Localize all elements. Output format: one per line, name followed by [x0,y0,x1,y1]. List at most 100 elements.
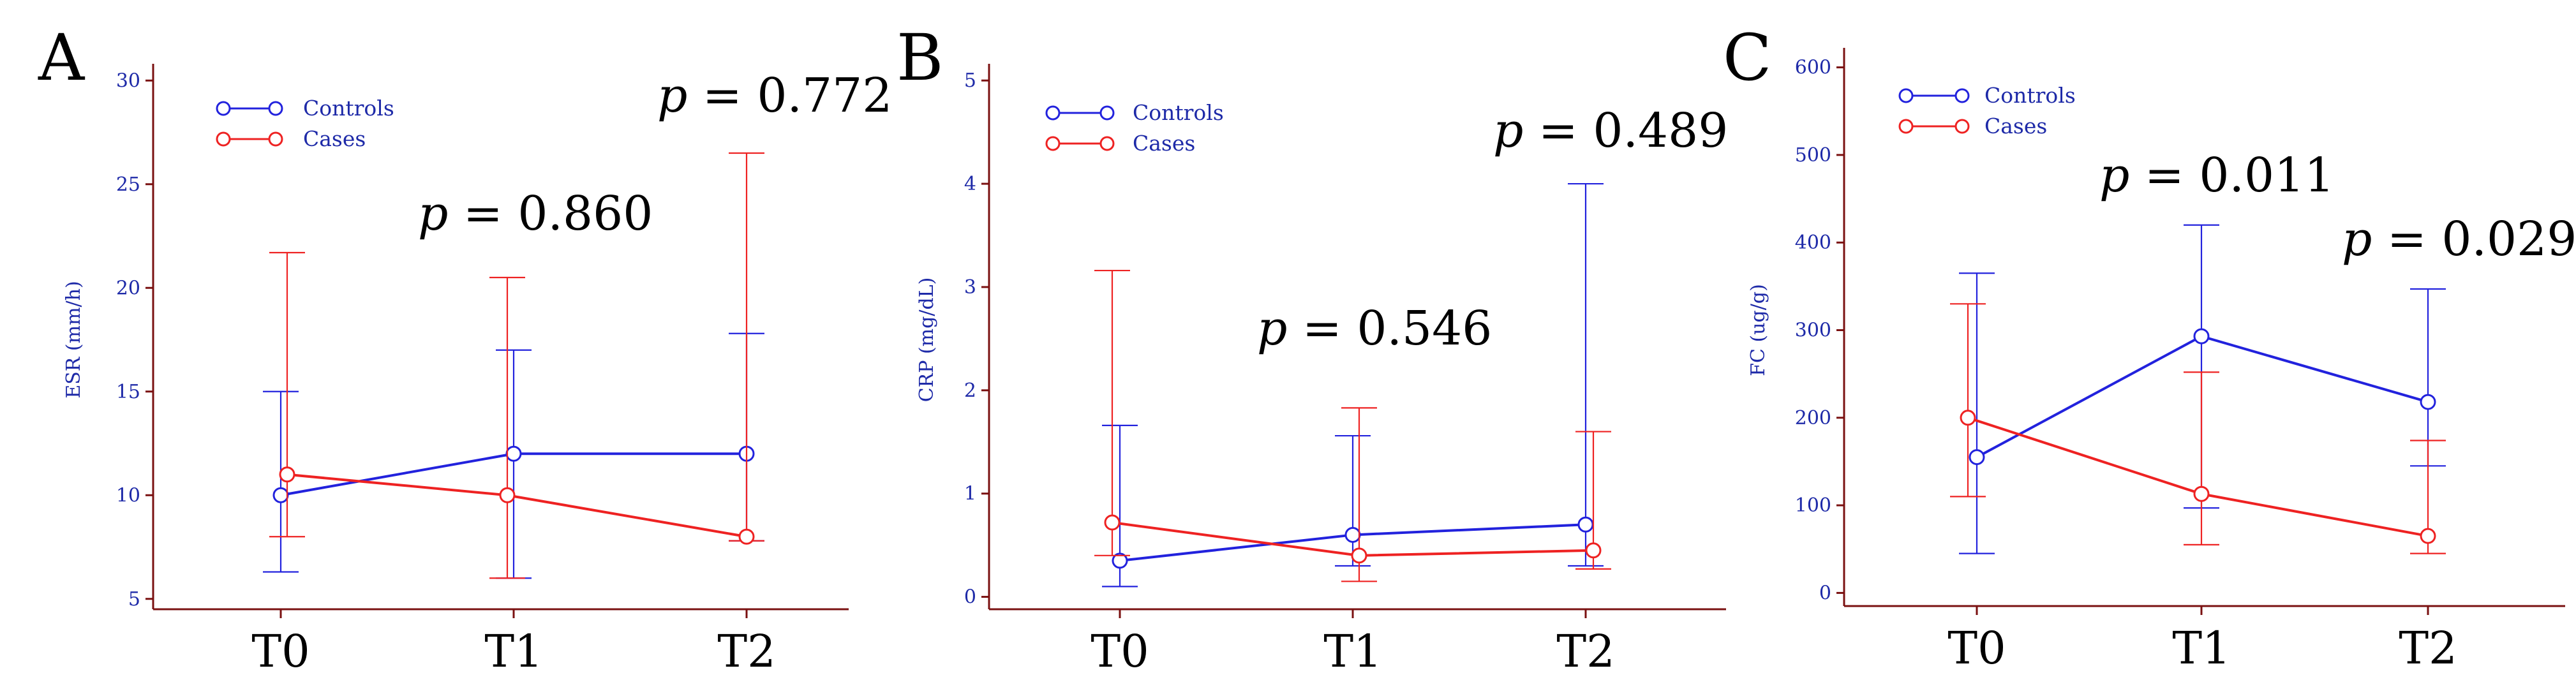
legend-marker [1045,136,1061,151]
y-tick-label: 500 [1795,144,1831,167]
legend-label: Controls [1984,83,2076,108]
x-tick-label: T2 [2399,622,2457,674]
series-controls [263,332,764,579]
y-tick-label: 200 [1795,407,1831,429]
data-point [279,466,295,483]
y-axis-label: ESR (mm/h) [63,281,85,398]
y-tick-label: 10 [116,484,140,507]
y-tick-label: 3 [964,276,976,299]
y-tick-label: 400 [1795,232,1831,254]
p-value: = 0.489 [1523,103,1728,158]
y-tick-label: 4 [964,173,976,195]
data-point [2193,328,2210,344]
y-axis-label: CRP (mg/dL) [916,278,938,403]
x-tick-label: T1 [484,625,542,677]
series-controls [1959,224,2446,554]
p-symbol: p [1493,103,1523,158]
data-point [499,487,516,503]
x-tick-label: T1 [1323,625,1381,677]
p-symbol: p [2342,212,2372,267]
panel-letter: A [38,20,86,95]
data-point [1112,552,1128,569]
data-point [1585,542,1602,559]
p-value-annotation: p = 0.546 [1257,301,1492,356]
data-point [1960,410,1976,426]
y-tick-label: 20 [116,277,140,299]
p-value-annotation: p = 0.772 [657,68,892,123]
y-tick-label: 5 [128,588,140,611]
x-tick-label: T1 [2172,622,2230,674]
legend-label: Cases [303,126,366,151]
data-point [2193,485,2210,502]
p-value: = 0.546 [1287,301,1492,356]
p-value: = 0.860 [448,186,653,241]
p-symbol: p [1257,301,1287,356]
y-tick-label: 0 [1819,582,1831,604]
y-tick-label: 5 [964,70,976,92]
series-controls [1102,182,1604,588]
panel-b: B 0 1 2 3 4 5 CRP (mg/dL) T0 T1 T2 Controls Cases p =… [897,20,1728,677]
series-cases [1950,303,2446,554]
y-axis-label: FC (ug/g) [1747,284,1769,376]
y-tick-label: 15 [116,381,140,403]
data-point [272,487,289,503]
legend-marker [268,101,283,116]
panel-letter: B [897,20,944,95]
legend-marker [1045,105,1061,121]
p-value-annotation: p = 0.489 [1493,103,1728,158]
series-cases [1094,269,1611,582]
p-symbol: p [657,68,687,123]
legend-marker [268,131,283,147]
series-line [1967,416,2429,538]
x-tick-label: T2 [717,625,775,677]
legend-label: Controls [303,96,394,121]
p-value-annotation: p = 0.860 [418,186,653,241]
p-symbol: p [2099,148,2129,203]
y-tick-label: 1 [964,483,976,505]
panel-letter: C [1723,20,1772,95]
data-point [1344,526,1361,543]
legend-marker [1954,119,1970,134]
y-tick-label: 2 [964,380,976,402]
panel-a: A 5 10 15 20 25 30 ESR (mm/h) T0 T1 T2 Controls Case… [38,20,892,677]
data-point [2420,394,2436,410]
x-tick-label: T0 [1091,625,1149,677]
legend-marker [216,131,231,147]
legend-marker [1099,105,1115,121]
y-tick-label: 300 [1795,320,1831,342]
panel-c: C 0 100 200 300 400 500 600 FC (ug/g) T0 T1 T2 Contr… [1723,20,2576,674]
x-tick-label: T0 [251,625,309,677]
p-value: = 0.772 [687,68,892,123]
p-value: = 0.029 [2372,212,2576,267]
legend-marker [1099,136,1115,151]
p-symbol: p [418,186,448,241]
series-line [287,473,747,538]
legend-label: Controls [1133,100,1224,125]
y-tick-label: 0 [964,586,976,609]
x-tick-label: T0 [1947,622,2006,674]
y-tick-label: 25 [116,174,140,196]
legend-label: Cases [1133,131,1195,156]
legend-marker [1898,88,1914,103]
p-value-annotation: p = 0.011 [2099,148,2334,203]
y-tick-label: 100 [1795,494,1831,517]
series-line [1976,334,2429,459]
data-point [505,445,522,462]
data-point [1969,449,1985,466]
legend-marker [1954,88,1970,103]
data-point [1351,547,1367,564]
x-tick-label: T2 [1556,625,1614,677]
p-value-annotation: p = 0.029 [2342,212,2576,267]
series-cases [269,152,764,579]
data-point [1104,514,1120,531]
legend-marker [216,101,231,116]
data-point [2420,528,2436,544]
legend-label: Cases [1984,114,2047,138]
data-point [738,528,755,545]
legend-marker [1898,119,1914,134]
y-tick-label: 30 [116,70,140,92]
y-tick-label: 600 [1795,57,1831,79]
p-value: = 0.011 [2129,148,2334,203]
data-point [1577,516,1594,533]
